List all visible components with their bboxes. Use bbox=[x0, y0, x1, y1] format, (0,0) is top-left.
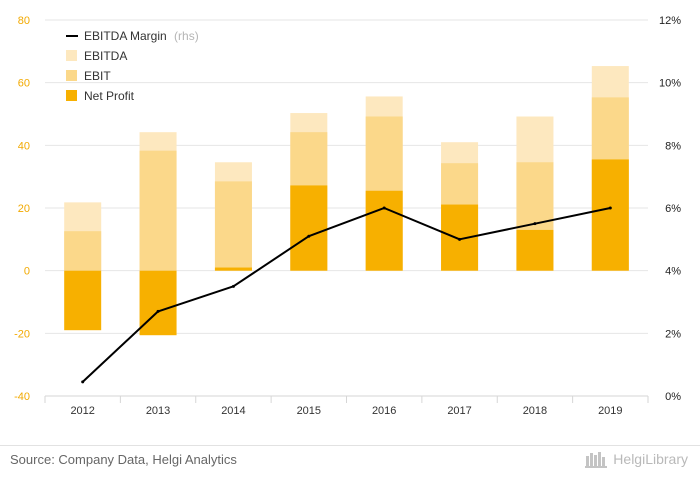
bar-net-profit bbox=[516, 229, 554, 271]
point-ebitda-margin bbox=[533, 222, 537, 226]
x-tick-label: 2013 bbox=[146, 405, 170, 417]
y-left-tick-label: 60 bbox=[18, 78, 30, 90]
y-left-tick-label: -40 bbox=[14, 391, 30, 403]
y-left-tick-label: 0 bbox=[24, 266, 30, 278]
x-tick-label: 2015 bbox=[297, 405, 321, 417]
bar-net-profit bbox=[591, 159, 629, 271]
point-ebitda-margin bbox=[458, 237, 462, 241]
bar-ebit bbox=[214, 181, 252, 271]
point-ebitda-margin bbox=[231, 284, 235, 288]
left-axis: -40 -20 0 20 40 60 80 bbox=[14, 15, 30, 403]
y-right-tick-label: 0% bbox=[665, 391, 681, 403]
bar-net-profit bbox=[214, 267, 252, 271]
source-text: Source: Company Data, Helgi Analytics bbox=[10, 452, 237, 467]
legend-swatch-ebit bbox=[66, 70, 77, 81]
x-tick-label: 2019 bbox=[598, 405, 622, 417]
legend: EBITDA Margin (rhs) EBITDA EBIT Net Prof… bbox=[66, 29, 199, 103]
helgi-library-logo[interactable]: HelgiLibrary bbox=[585, 450, 688, 468]
bars bbox=[64, 66, 629, 336]
x-axis: 2012 2013 2014 2015 2016 2017 2018 2019 bbox=[44, 395, 649, 417]
bar-ebit bbox=[64, 231, 102, 271]
footer: Source: Company Data, Helgi Analytics He… bbox=[0, 445, 700, 483]
legend-label-ebitda-margin: EBITDA Margin bbox=[84, 29, 167, 43]
gridlines bbox=[45, 19, 648, 397]
x-tick-label: 2012 bbox=[70, 405, 94, 417]
svg-text:EBITDA Margin (rhs): EBITDA Margin (rhs) bbox=[84, 29, 199, 43]
legend-swatch-ebitda bbox=[66, 50, 77, 61]
legend-swatch-net-profit bbox=[66, 90, 77, 101]
legend-label-rhs: (rhs) bbox=[174, 29, 199, 43]
y-right-tick-label: 6% bbox=[665, 203, 681, 215]
line-ebitda-margin bbox=[82, 207, 611, 383]
x-tick-label: 2017 bbox=[447, 405, 471, 417]
library-icon bbox=[585, 452, 608, 468]
point-ebitda-margin bbox=[382, 206, 386, 210]
y-right-tick-label: 2% bbox=[665, 328, 681, 340]
y-right-tick-label: 10% bbox=[659, 78, 681, 90]
y-left-tick-label: 80 bbox=[18, 15, 30, 27]
bar-net-profit bbox=[64, 270, 102, 331]
legend-label-ebit: EBIT bbox=[84, 69, 111, 83]
margin-line bbox=[81, 206, 612, 384]
y-left-tick-label: 40 bbox=[18, 140, 30, 152]
y-right-tick-label: 12% bbox=[659, 15, 681, 27]
logo-text: HelgiLibrary bbox=[613, 451, 688, 467]
x-tick-label: 2018 bbox=[523, 405, 547, 417]
point-ebitda-margin bbox=[156, 309, 160, 313]
bar-net-profit bbox=[290, 185, 328, 271]
point-ebitda-margin bbox=[307, 234, 311, 238]
legend-label-net-profit: Net Profit bbox=[84, 89, 135, 103]
bar-ebit bbox=[139, 150, 177, 271]
legend-label-ebitda: EBITDA bbox=[84, 49, 127, 63]
bar-net-profit bbox=[365, 190, 403, 271]
bar-net-profit bbox=[139, 270, 177, 336]
x-tick-label: 2014 bbox=[221, 405, 245, 417]
point-ebitda-margin bbox=[81, 380, 85, 384]
x-tick-label: 2016 bbox=[372, 405, 396, 417]
y-right-tick-label: 8% bbox=[665, 140, 681, 152]
y-right-tick-label: 4% bbox=[665, 266, 681, 278]
y-left-tick-label: -20 bbox=[14, 328, 30, 340]
right-axis: 0% 2% 4% 6% 8% 10% 12% bbox=[659, 15, 681, 403]
point-ebitda-margin bbox=[608, 206, 612, 210]
y-left-tick-label: 20 bbox=[18, 203, 30, 215]
